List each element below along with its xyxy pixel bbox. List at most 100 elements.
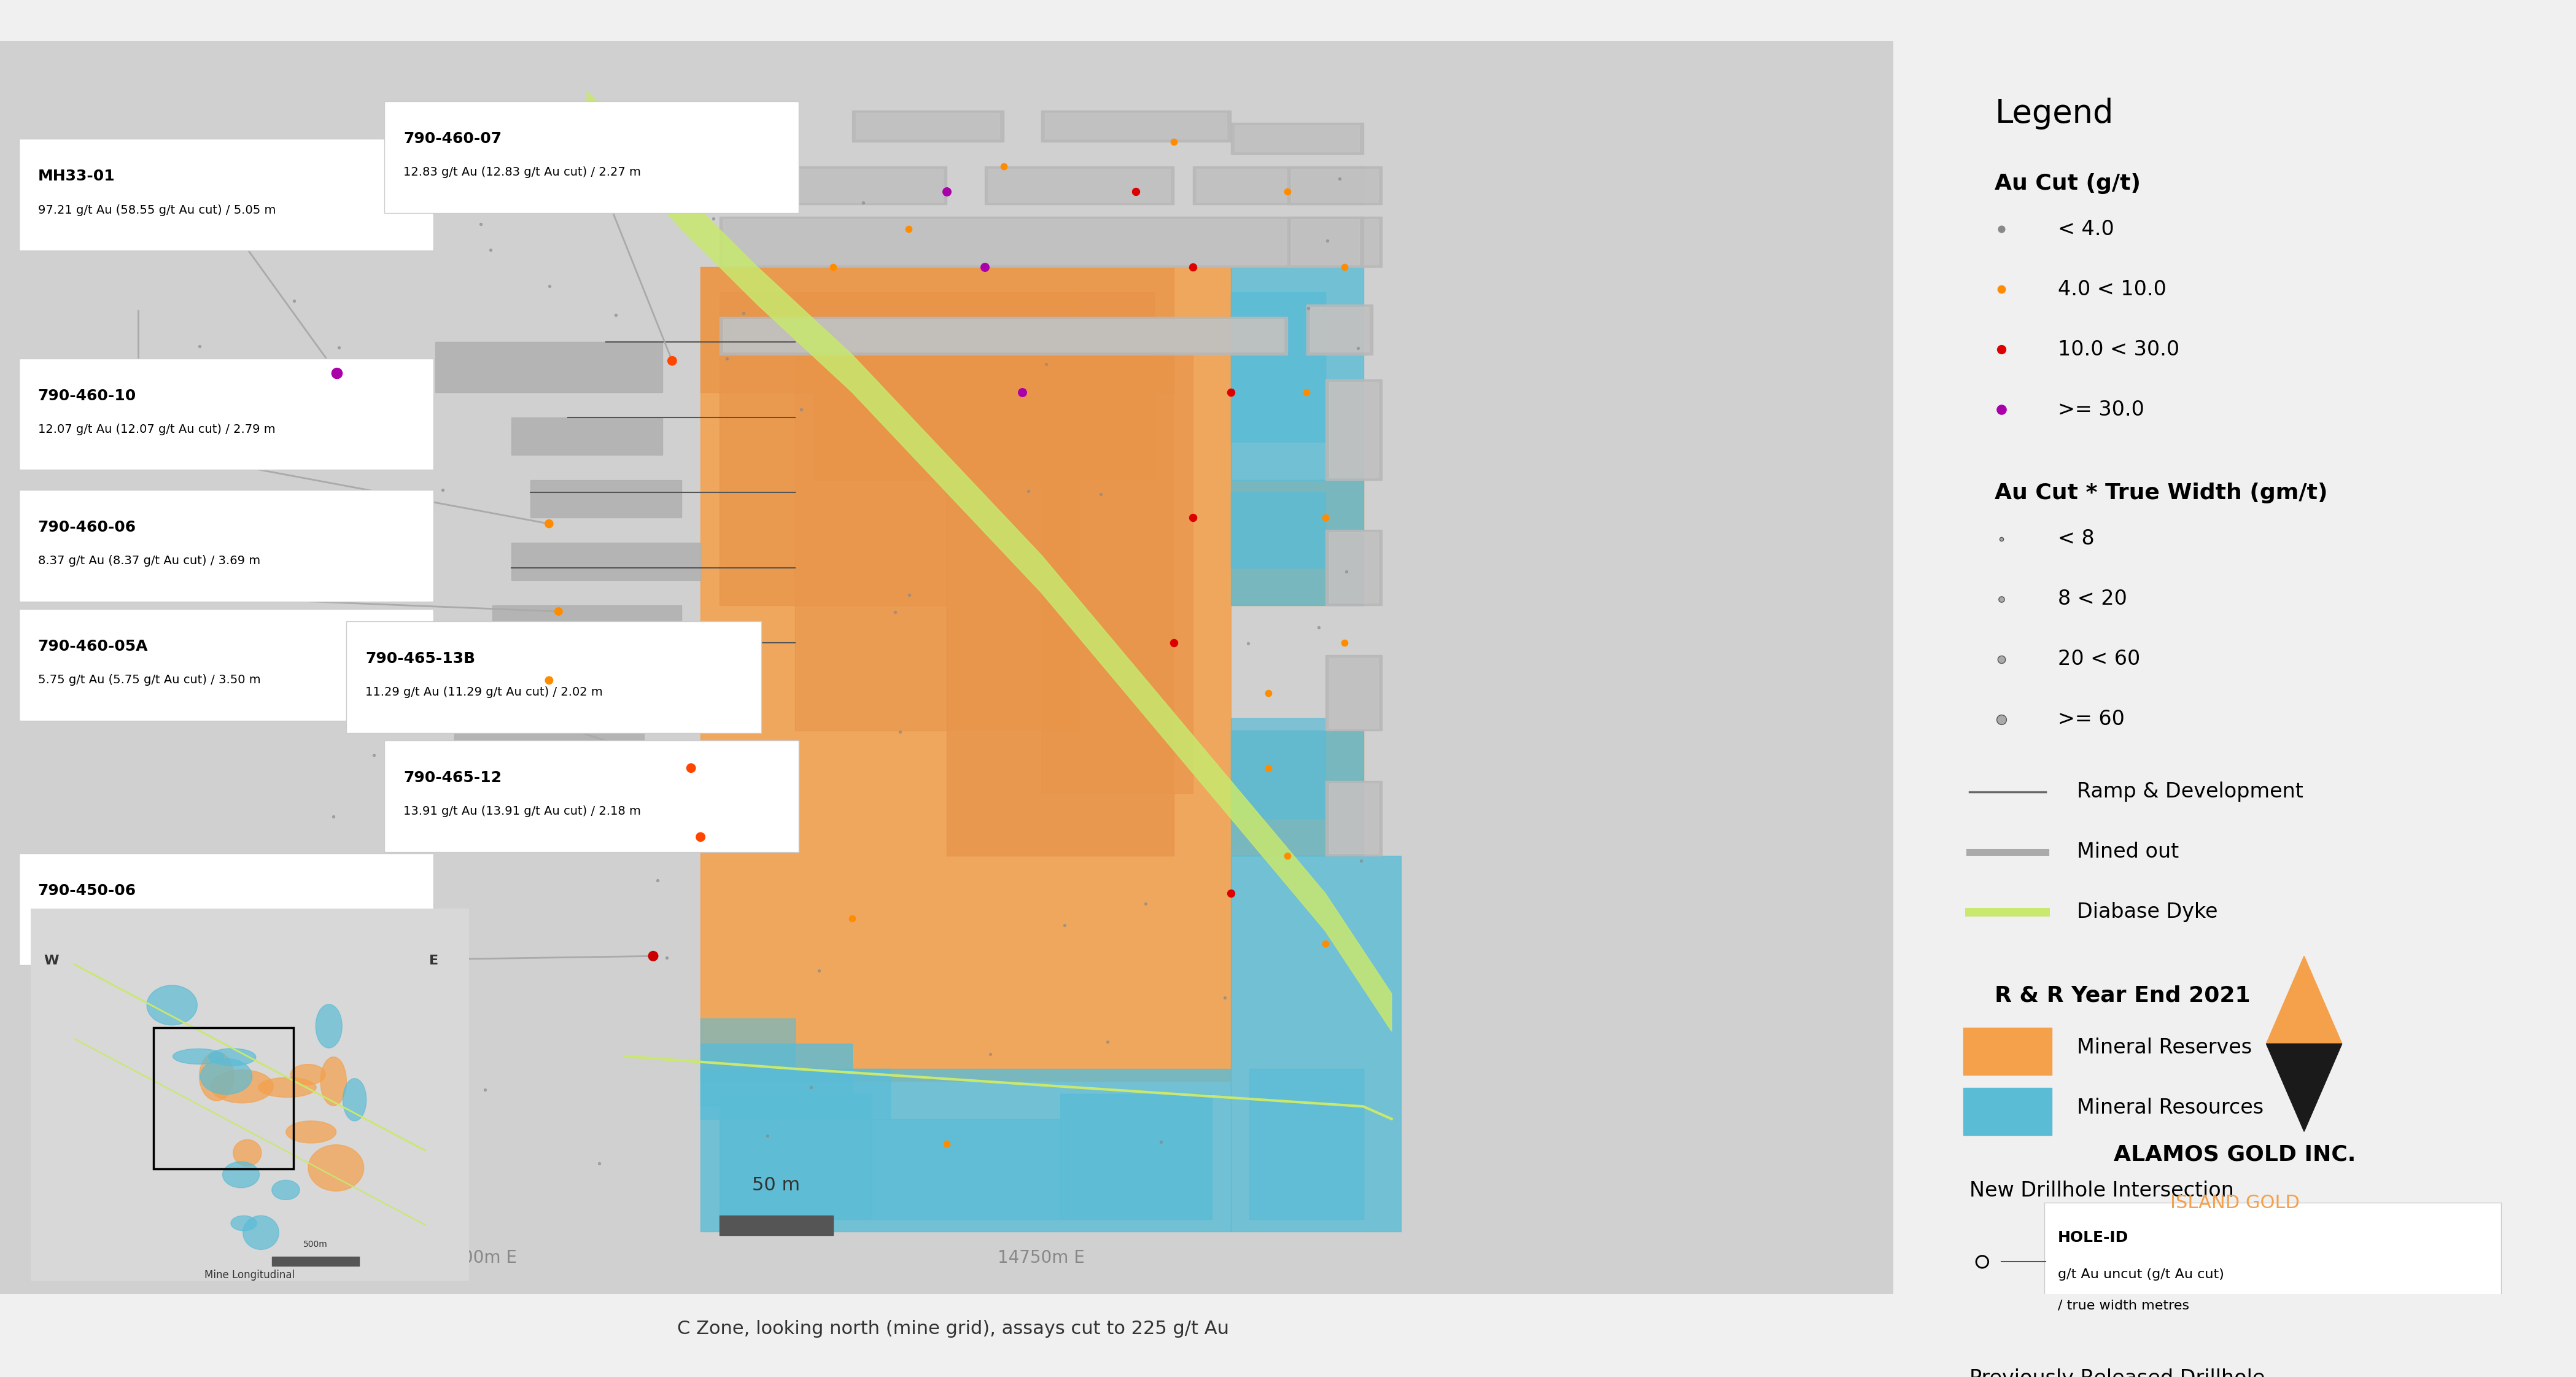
Bar [1231,717,1324,818]
Point [1043,914,1084,936]
Bar [1231,855,1401,1231]
Bar [1288,216,1363,267]
Point [873,602,914,624]
Point [1327,560,1368,582]
Point [1340,850,1381,872]
Point [832,907,873,929]
Text: 790-460-10: 790-460-10 [39,388,137,403]
Polygon shape [587,91,1391,1031]
Text: HOLE-ID: HOLE-ID [2058,1231,2128,1245]
Point [350,1091,392,1113]
Point [1303,507,1345,529]
Point [260,381,301,403]
Bar [510,417,662,454]
Text: Mined out: Mined out [2076,841,2179,862]
Point [1981,649,2022,671]
Ellipse shape [147,986,198,1024]
Point [394,826,435,848]
Bar [719,317,1288,355]
Text: - 750m: - 750m [108,359,126,425]
Text: R & R Year End 2021: R & R Year End 2021 [1994,985,2251,1005]
Text: 97.21 g/t Au (58.55 g/t Au cut) / 5.05 m: 97.21 g/t Au (58.55 g/t Au cut) / 5.05 m [39,204,276,216]
Text: 14750m E: 14750m E [997,1249,1084,1267]
Text: Mineral Resources: Mineral Resources [2076,1097,2264,1118]
Bar [701,1069,1231,1231]
Bar [1324,380,1383,481]
Point [781,398,822,420]
Point [1319,168,1360,190]
Point [528,512,569,534]
Point [647,946,688,968]
Point [1203,986,1244,1008]
Point [1211,883,1252,905]
Bar [435,341,662,392]
Point [1981,527,2022,549]
Text: ALAMOS GOLD INC.: ALAMOS GOLD INC. [2115,1144,2354,1165]
Point [538,600,580,622]
Point [312,806,353,828]
Point [1247,682,1288,704]
Text: 12.83 g/t Au (12.83 g/t Au cut) / 2.27 m: 12.83 g/t Au (12.83 g/t Au cut) / 2.27 m [404,167,641,178]
Point [963,256,1005,278]
Bar [1324,655,1383,730]
Point [842,191,884,213]
Text: 790-460-07: 790-460-07 [404,132,502,146]
Bar [701,1069,889,1120]
Text: / true width metres: / true width metres [2058,1300,2190,1312]
Text: 790-465-13B: 790-465-13B [366,651,477,666]
Ellipse shape [291,1064,325,1085]
Bar [1963,1027,2050,1075]
Bar [984,167,1175,204]
Bar [1324,530,1383,606]
FancyBboxPatch shape [2045,1203,2501,1321]
Text: Mineral Reserves: Mineral Reserves [2076,1037,2251,1058]
Point [273,289,314,311]
Ellipse shape [222,1162,260,1188]
Ellipse shape [343,1078,366,1121]
Bar [871,1120,1061,1219]
Point [381,777,422,799]
Bar [724,319,1283,353]
Point [984,156,1025,178]
Point [428,1080,469,1102]
Ellipse shape [234,1140,260,1166]
Bar [1291,219,1360,264]
Text: Mine Longitudinal: Mine Longitudinal [204,1270,296,1281]
Point [1141,1131,1182,1153]
Bar [1249,1069,1363,1219]
Point [198,1008,240,1030]
Bar [1231,493,1324,567]
Point [706,348,747,370]
Bar [1234,125,1360,151]
Bar [1329,383,1378,478]
Bar [1231,292,1324,442]
Bar [474,668,701,705]
Bar [989,169,1170,201]
FancyBboxPatch shape [18,609,433,720]
Ellipse shape [242,1216,278,1249]
Bar [1288,167,1383,204]
Point [799,960,840,982]
Text: W: W [44,954,59,967]
Point [580,1153,621,1175]
Point [1298,617,1340,639]
Ellipse shape [258,1078,317,1097]
Text: 5.75 g/t Au (5.75 g/t Au cut) / 3.50 m: 5.75 g/t Au (5.75 g/t Au cut) / 3.50 m [39,675,260,686]
Point [464,778,505,800]
Polygon shape [701,267,1363,1081]
Text: Au Cut (g/t): Au Cut (g/t) [1994,174,2141,194]
Point [737,180,778,202]
Text: >= 60: >= 60 [2058,709,2125,730]
Bar [853,110,1005,142]
Bar [796,292,1079,730]
Point [595,304,636,326]
Text: MH33-01: MH33-01 [39,169,116,185]
Text: < 8: < 8 [2058,529,2094,549]
Point [461,213,502,235]
Text: 790-460-06: 790-460-06 [39,521,137,534]
FancyBboxPatch shape [18,490,433,602]
Point [693,208,734,230]
Point [636,869,677,891]
Bar [701,267,1175,392]
Bar [531,481,683,518]
